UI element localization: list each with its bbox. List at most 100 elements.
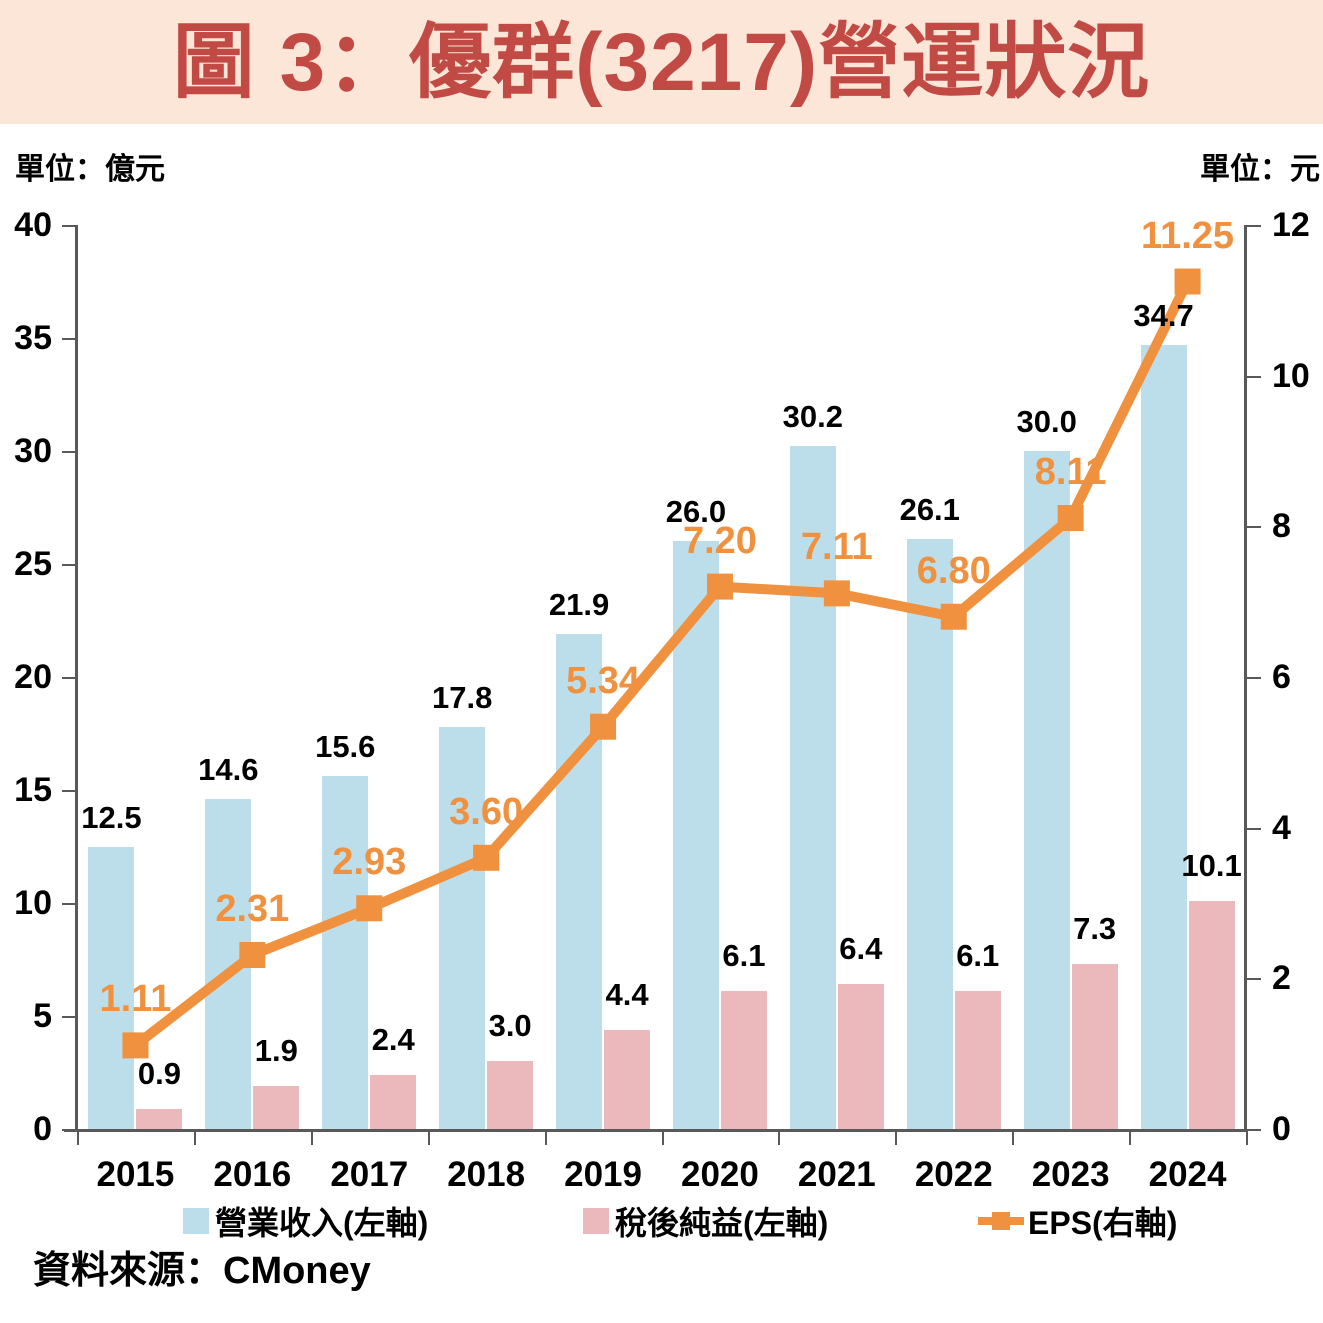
net-income-bar (253, 1086, 300, 1129)
eps-label: 7.20 (682, 519, 757, 562)
year-label: 2017 (330, 1155, 409, 1194)
eps-label: 7.11 (800, 526, 873, 569)
eps-marker (1174, 268, 1201, 295)
right-axis-tick (1246, 1129, 1261, 1131)
net-income-bar (1071, 964, 1118, 1129)
net-income-bar-label: 4.4 (605, 976, 649, 1012)
revenue-bar-label: 14.6 (198, 752, 259, 788)
x-axis-tick (310, 1132, 313, 1145)
x-axis-line (64, 1129, 1248, 1132)
revenue-bar (88, 846, 135, 1129)
legend-item-eps: EPS(右軸) (978, 1200, 1177, 1242)
revenue-bar (556, 634, 603, 1129)
left-axis-tick-label: 15 (14, 771, 52, 809)
year-label: 2021 (797, 1155, 876, 1194)
eps-label: 5.34 (566, 659, 641, 702)
x-axis-tick (778, 1132, 781, 1145)
revenue-bar-label: 26.1 (899, 492, 960, 528)
net-income-bar (487, 1061, 534, 1129)
revenue-bar (439, 726, 486, 1129)
left-axis-tick-label: 25 (14, 545, 52, 583)
x-axis-tick (77, 1132, 79, 1145)
right-axis-line (1244, 225, 1247, 1132)
left-axis-tick-label: 0 (33, 1110, 52, 1148)
left-axis-tick (62, 677, 77, 679)
right-axis-tick-label: 10 (1272, 356, 1310, 395)
revenue-bar (672, 541, 719, 1129)
right-axis-tick-label: 8 (1272, 507, 1291, 546)
left-axis-tick (62, 1129, 77, 1131)
left-axis-tick (62, 1016, 77, 1018)
left-axis-tick (62, 564, 77, 566)
right-axis-tick-label: 4 (1272, 808, 1291, 847)
eps-label: 8.11 (1034, 451, 1107, 494)
x-axis-tick (1012, 1132, 1015, 1145)
legend-item-net-income: 稅後純益(左軸) (583, 1200, 828, 1242)
year-label: 2022 (914, 1155, 993, 1194)
x-axis-tick (427, 1132, 430, 1145)
eps-label: 6.80 (916, 549, 991, 592)
year-label: 2018 (447, 1155, 526, 1194)
net-income-bar (370, 1074, 417, 1129)
left-axis-tick (62, 903, 77, 905)
left-axis-tick-label: 5 (33, 997, 52, 1035)
right-axis-tick-label: 12 (1272, 206, 1310, 244)
right-axis-tick (1246, 375, 1261, 378)
left-axis-unit-label: 單位：億元 (15, 153, 165, 186)
right-axis-tick-label: 2 (1272, 959, 1291, 998)
net-income-bar-label: 2.4 (371, 1021, 415, 1057)
revenue-bar (322, 776, 369, 1129)
net-income-bar (136, 1108, 183, 1129)
left-axis-tick (62, 451, 77, 453)
year-label: 2020 (681, 1155, 759, 1194)
year-label: 2016 (213, 1155, 292, 1194)
x-axis-tick (661, 1132, 664, 1145)
title-band (0, 0, 1323, 124)
right-axis-unit-label: 單位：元 (1200, 153, 1320, 186)
x-axis-tick (1246, 1132, 1248, 1145)
right-axis-tick-label: 0 (1272, 1110, 1291, 1148)
right-axis-tick (1246, 978, 1261, 981)
page-title: 圖 3：優群(3217)營運狀況 (172, 17, 1151, 108)
net-income-bar (604, 1029, 651, 1129)
net-income-bar-label: 6.1 (722, 938, 766, 974)
revenue-bar-label: 15.6 (315, 729, 376, 765)
left-axis-tick-label: 10 (14, 884, 52, 922)
left-axis-tick (62, 790, 77, 792)
legend-label-eps: EPS(右軸) (1028, 1205, 1178, 1241)
eps-label: 3.60 (449, 790, 524, 833)
net-income-bar-label: 6.4 (839, 931, 883, 967)
revenue-bar-label: 26.0 (665, 494, 727, 530)
left-axis-tick-label: 40 (14, 206, 52, 244)
net-income-bar (837, 984, 884, 1129)
net-income-bar (954, 991, 1001, 1129)
eps-label: 2.93 (332, 841, 407, 884)
revenue-bar-label: 30.0 (1016, 404, 1077, 439)
net-income-bar-label: 0.9 (137, 1055, 181, 1091)
net-income-bar-label: 10.1 (1181, 847, 1242, 883)
net-income-bar (1188, 900, 1235, 1129)
revenue-bar-label: 21.9 (548, 587, 610, 623)
left-axis-tick (62, 225, 77, 227)
legend-label-net-income: 稅後純益(左軸) (615, 1205, 829, 1241)
year-label: 2015 (96, 1155, 175, 1194)
year-label: 2024 (1148, 1155, 1227, 1194)
left-axis-tick (62, 338, 77, 340)
chart-legend: 營業收入(左軸) 稅後純益(左軸) EPS(右軸) (0, 1200, 1323, 1242)
data-source-label: 資料來源：CMoney (33, 1250, 371, 1292)
x-axis-tick (193, 1132, 196, 1145)
net-income-bar-label: 1.9 (254, 1033, 298, 1069)
right-axis-tick-label: 6 (1272, 658, 1291, 696)
right-axis-tick (1246, 526, 1261, 529)
left-axis-tick-label: 30 (14, 432, 52, 470)
right-axis-tick (1246, 677, 1261, 679)
eps-label: 11.25 (1141, 214, 1235, 257)
left-axis-tick-label: 20 (14, 658, 52, 696)
year-label: 2019 (564, 1155, 642, 1194)
x-axis-tick (895, 1132, 898, 1145)
revenue-bar-label: 17.8 (431, 679, 493, 715)
net-income-bar-label: 7.3 (1073, 911, 1117, 947)
eps-label: 2.31 (215, 887, 290, 930)
